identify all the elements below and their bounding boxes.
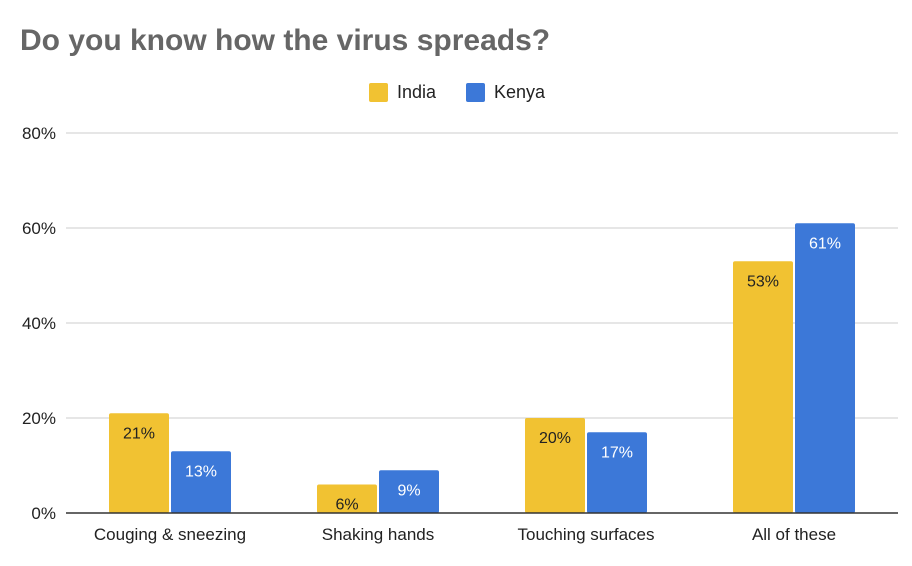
bar-india [733,261,793,513]
data-label: 17% [601,444,633,461]
data-label: 13% [185,463,217,480]
y-tick-label: 0% [31,504,56,523]
bar-kenya [587,432,647,513]
legend-swatch-india [369,83,388,102]
x-category-label: Couging & sneezing [94,525,246,544]
bar-india [525,418,585,513]
y-tick-label: 40% [22,314,56,333]
y-tick-label: 80% [22,124,56,143]
x-category-label: Shaking hands [322,525,434,544]
legend-item-kenya: Kenya [466,82,545,103]
bar-india [317,484,377,513]
data-label: 21% [123,425,155,442]
data-label: 53% [747,273,779,290]
chart-title: Do you know how the virus spreads? [20,24,551,57]
bar-india [109,413,169,513]
bar-kenya [171,451,231,513]
data-label: 61% [809,235,841,252]
legend-label-kenya: Kenya [494,82,546,102]
x-category-label: All of these [752,525,836,544]
data-label: 6% [335,497,358,514]
data-label: 20% [539,430,571,447]
legend-label-india: India [397,82,437,102]
y-tick-label: 20% [22,409,56,428]
legend: India Kenya [0,82,912,104]
y-tick-label: 60% [22,219,56,238]
legend-swatch-kenya [466,83,485,102]
bar-kenya [795,223,855,513]
x-category-label: Touching surfaces [517,525,654,544]
legend-item-india: India [369,82,436,103]
bar-kenya [379,470,439,513]
data-label: 9% [397,482,420,499]
